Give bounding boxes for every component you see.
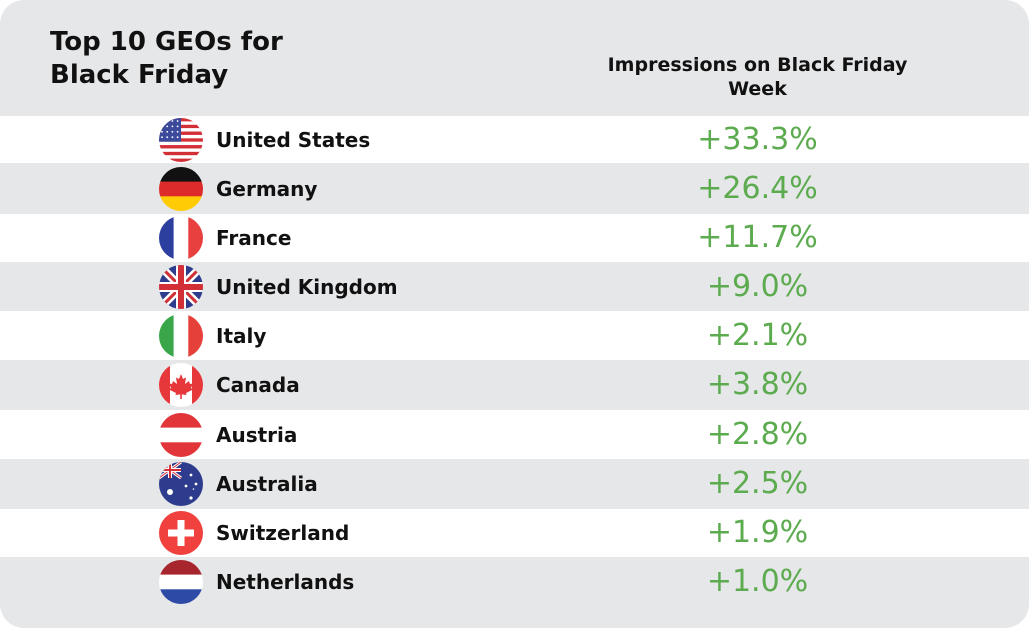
impressions-value: +1.0% bbox=[706, 563, 809, 599]
column-header-impressions: Impressions on Black Friday Week bbox=[607, 54, 908, 100]
france-flag-icon bbox=[159, 216, 203, 260]
australia-flag-icon bbox=[159, 462, 203, 506]
impressions-value: +33.3% bbox=[697, 121, 818, 157]
impressions-value: +3.8% bbox=[706, 367, 809, 402]
country-label: Switzerland bbox=[216, 521, 350, 545]
page-title: Top 10 GEOs for Black Friday bbox=[50, 27, 283, 90]
table-row: United Kingdom +9.0% bbox=[0, 262, 1029, 311]
table-row: Germany +26.4% bbox=[0, 163, 1029, 214]
impressions-value: +9.0% bbox=[706, 268, 809, 304]
impressions-value: +26.4% bbox=[697, 170, 818, 206]
table-row: Netherlands +1.0% bbox=[0, 557, 1029, 606]
impressions-value: +2.8% bbox=[706, 416, 809, 452]
netherlands-flag-icon bbox=[159, 559, 203, 604]
table-row: Switzerland +1.9% bbox=[0, 509, 1029, 557]
austria-flag-icon bbox=[159, 412, 203, 457]
country-label: United States bbox=[216, 127, 371, 152]
table-row: Austria +2.8% bbox=[0, 410, 1029, 459]
table-row: Canada +3.8% bbox=[0, 360, 1029, 410]
country-label: United Kingdom bbox=[216, 274, 398, 299]
country-label: Italy bbox=[216, 323, 267, 348]
uk-flag-icon bbox=[159, 264, 203, 309]
country-label: Canada bbox=[216, 373, 300, 397]
switzerland-flag-icon bbox=[159, 511, 203, 555]
country-label: Germany bbox=[216, 176, 318, 201]
impressions-value: +1.9% bbox=[706, 515, 809, 550]
table-row: France +11.7% bbox=[0, 214, 1029, 262]
table-row: United States +33.3% bbox=[0, 116, 1029, 163]
country-label: Austria bbox=[216, 422, 298, 447]
country-label: Australia bbox=[216, 472, 318, 496]
impressions-value: +2.5% bbox=[706, 466, 809, 501]
table-row: Italy +2.1% bbox=[0, 311, 1029, 360]
impressions-value: +11.7% bbox=[697, 220, 818, 255]
country-label: France bbox=[216, 226, 292, 250]
country-label: Netherlands bbox=[216, 569, 355, 594]
table-row: Australia +2.5% bbox=[0, 459, 1029, 509]
us-flag-icon bbox=[159, 117, 203, 162]
germany-flag-icon bbox=[159, 166, 203, 211]
impressions-value: +2.1% bbox=[706, 317, 809, 353]
canada-flag-icon bbox=[159, 363, 203, 407]
italy-flag-icon bbox=[159, 313, 203, 358]
